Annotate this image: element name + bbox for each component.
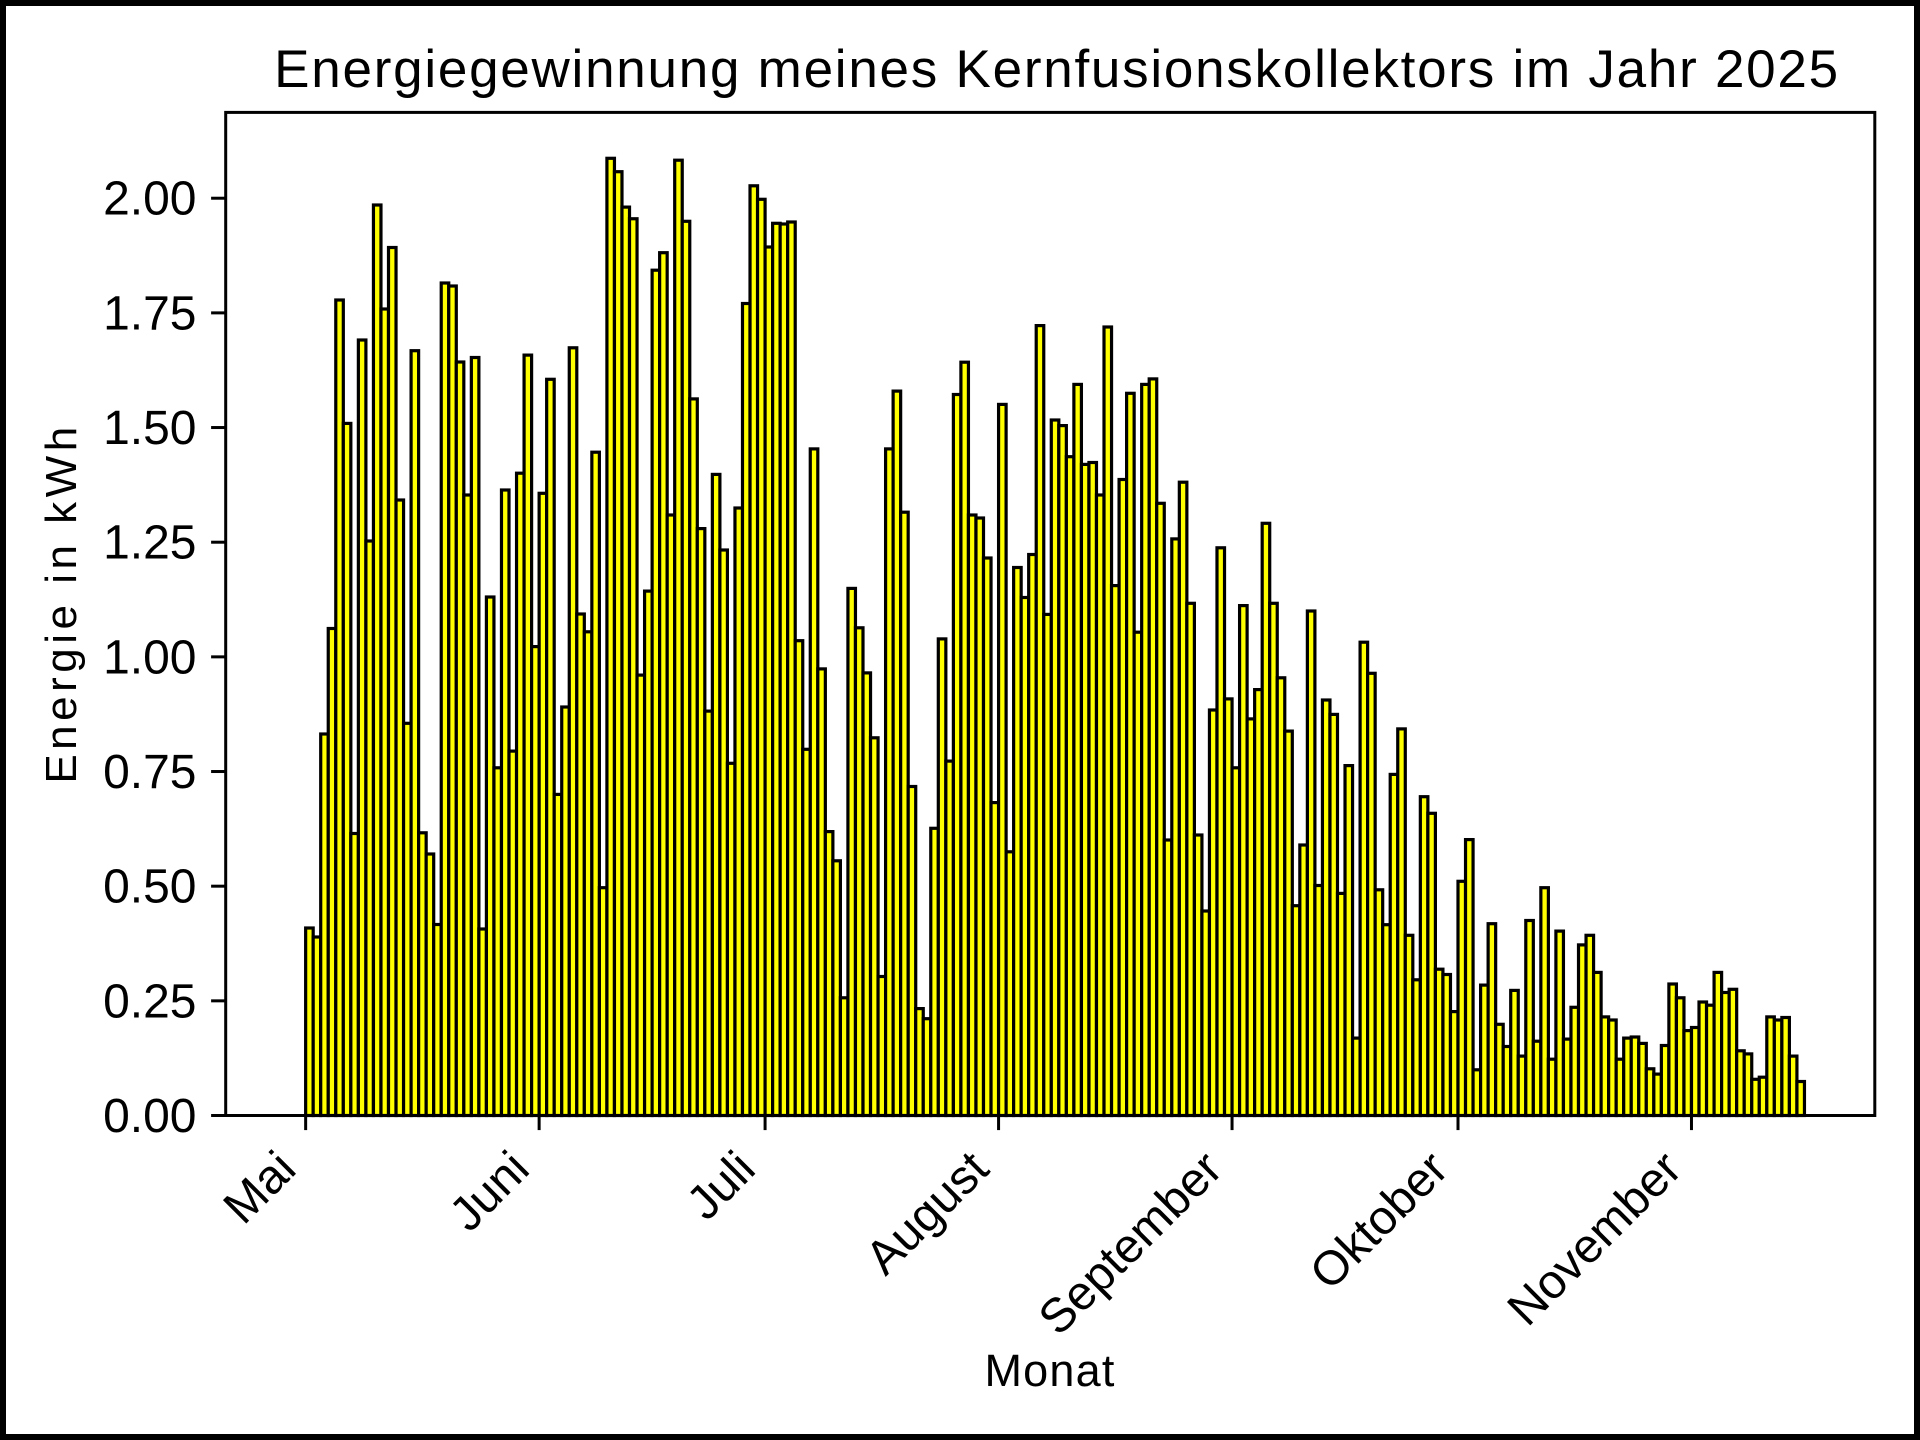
svg-text:0.75: 0.75 <box>103 746 196 799</box>
svg-text:1.25: 1.25 <box>103 517 196 570</box>
svg-text:1.00: 1.00 <box>103 631 196 684</box>
svg-text:Energie in kWh: Energie in kWh <box>37 422 86 783</box>
svg-text:Energiegewinnung meines Kernfu: Energiegewinnung meines Kernfusionskolle… <box>274 40 1840 99</box>
svg-text:0.00: 0.00 <box>103 1090 196 1143</box>
svg-text:0.50: 0.50 <box>103 861 196 914</box>
svg-text:0.25: 0.25 <box>103 975 196 1028</box>
svg-text:1.75: 1.75 <box>103 287 196 340</box>
svg-text:Monat: Monat <box>984 1345 1115 1396</box>
svg-text:1.50: 1.50 <box>103 402 196 455</box>
svg-text:2.00: 2.00 <box>103 173 196 226</box>
